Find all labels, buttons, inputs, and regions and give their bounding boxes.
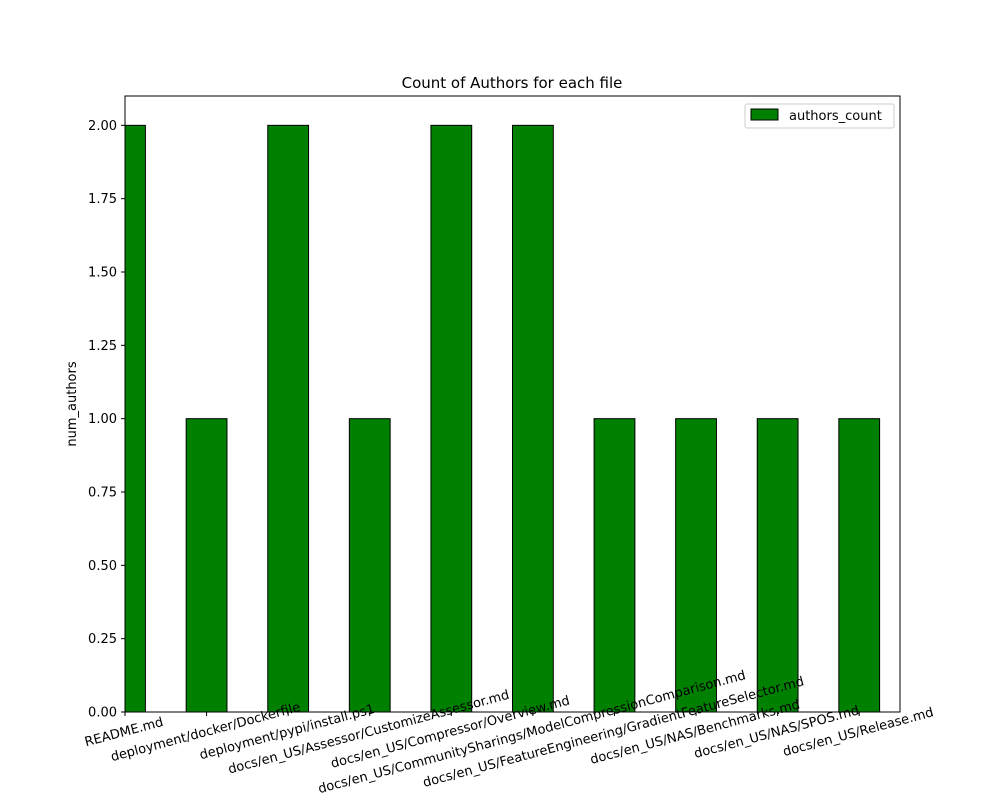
bar: [348, 418, 391, 712]
legend-label: authors_count: [789, 109, 882, 124]
y-tick-label: 0.50: [88, 559, 117, 574]
y-tick-label: 0.75: [88, 486, 117, 501]
bar: [838, 418, 881, 712]
y-tick-label: 0.00: [88, 706, 117, 721]
plot-frame: [124, 95, 901, 713]
chart-title: Count of Authors for each file: [402, 74, 623, 92]
bar: [430, 124, 473, 712]
legend-box: [744, 103, 895, 129]
y-tick-label: 0.25: [88, 632, 117, 647]
bar: [593, 418, 636, 712]
legend-swatch: [750, 108, 779, 121]
y-axis-label: num_authors: [65, 361, 80, 446]
y-tick-label: 1.75: [88, 192, 117, 207]
y-axis: 0.00 0.25 0.50 0.75 1.00 1.25 1.50 1.75 2.00: [88, 119, 125, 721]
y-tick-label: 1.00: [88, 412, 117, 427]
bar: [267, 124, 310, 712]
y-tick-label: 2.00: [88, 119, 117, 134]
bar: [125, 124, 146, 712]
bar: [512, 124, 554, 712]
bars-layer: [125, 124, 881, 712]
y-tick-label: 1.25: [88, 339, 117, 354]
legend: authors_count: [744, 103, 895, 129]
bar: [675, 418, 717, 712]
y-tick-label: 1.50: [88, 266, 117, 281]
bar: [756, 418, 799, 712]
bar: [185, 418, 228, 712]
